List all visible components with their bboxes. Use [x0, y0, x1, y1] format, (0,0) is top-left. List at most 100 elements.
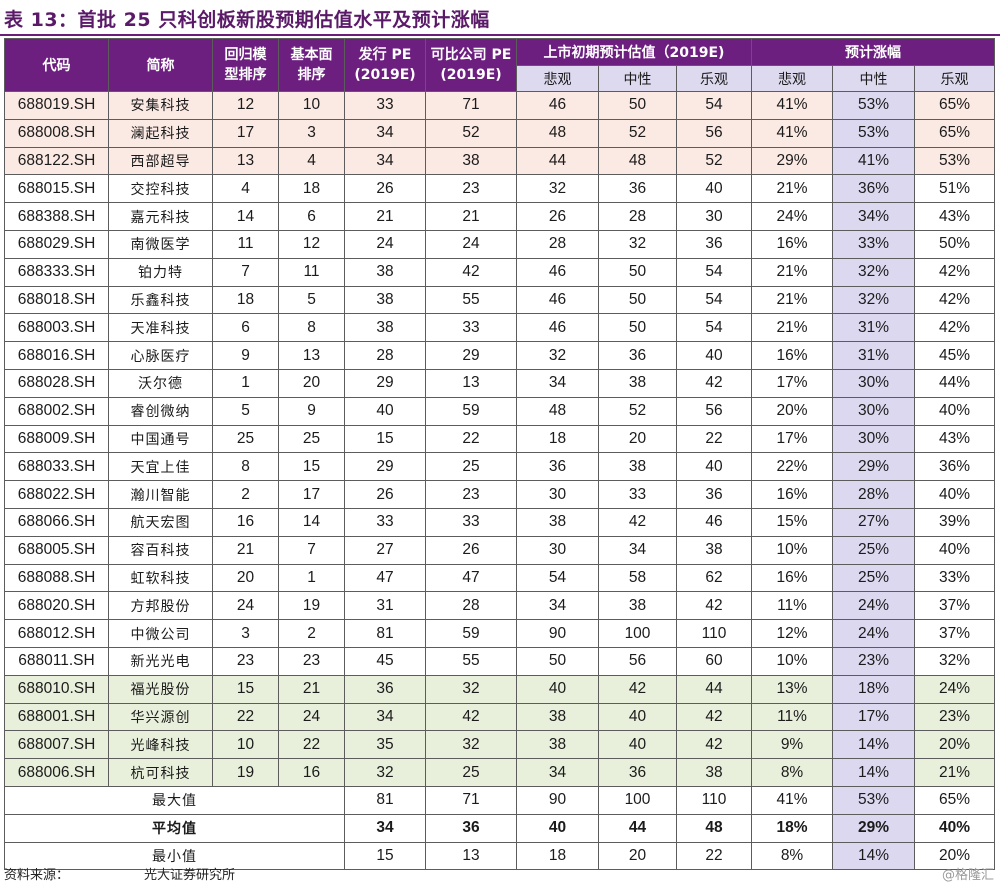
- cell-name: 福光股份: [108, 674, 213, 704]
- cell-comp-pe: 22: [425, 424, 517, 454]
- cell-comp-pe: 32: [425, 674, 517, 704]
- cell-val-neutral: 40: [598, 730, 677, 760]
- watermark: @格隆汇: [941, 868, 994, 883]
- cell-name: 西部超导: [108, 146, 213, 176]
- cell-name: 容百科技: [108, 535, 213, 565]
- cell-rank-model: 3: [212, 619, 279, 648]
- cell-rise-pessimistic: 18%: [751, 813, 834, 843]
- cell-rise-pessimistic: 16%: [751, 341, 834, 370]
- cell-code: 688029.SH: [4, 229, 109, 259]
- cell-ipo-pe: 26: [344, 480, 426, 509]
- cell-name: 澜起科技: [108, 118, 213, 148]
- cell-rank-fund: 4: [278, 146, 345, 176]
- cell-name: 铂力特: [108, 257, 213, 287]
- cell-val-neutral: 28: [598, 202, 677, 231]
- cell-code: 688028.SH: [4, 368, 109, 398]
- cell-rank-model: 21: [212, 535, 279, 565]
- cell-rise-pessimistic: 17%: [751, 368, 834, 398]
- cell-val-optimistic: 42: [675, 368, 753, 398]
- cell-ipo-pe: 31: [344, 591, 426, 621]
- table-row: 688015.SH 交控科技 4 18 26 23 32 36 40 21% 36% 51%: [4, 174, 996, 204]
- cell-rank-model: 24: [212, 591, 279, 621]
- cell-ipo-pe: 27: [344, 535, 426, 565]
- cell-rise-pessimistic: 10%: [751, 646, 834, 676]
- cell-rise-neutral: 28%: [832, 480, 916, 509]
- cell-code: 688005.SH: [4, 535, 109, 565]
- cell-rank-fund: 18: [278, 174, 345, 204]
- cell-rise-neutral: 25%: [832, 535, 916, 565]
- cell-val-optimistic: 42: [675, 702, 753, 732]
- header-rank-fund-line2: 排序: [297, 67, 326, 83]
- cell-code: 688003.SH: [4, 313, 109, 343]
- cell-val-neutral: 50: [598, 285, 677, 315]
- cell-rise-pessimistic: 29%: [751, 146, 834, 176]
- cell-val-pessimistic: 90: [516, 619, 599, 648]
- summary-label: 最大值: [4, 785, 345, 815]
- cell-rise-neutral: 24%: [832, 591, 916, 621]
- cell-rank-model: 14: [212, 202, 279, 231]
- cell-comp-pe: 32: [425, 730, 517, 760]
- cell-comp-pe: 42: [425, 257, 517, 287]
- table-row: 688020.SH 方邦股份 24 19 31 28 34 38 42 11% 24% 37%: [4, 591, 996, 621]
- cell-code: 688002.SH: [4, 396, 109, 426]
- cell-code: 688388.SH: [4, 202, 109, 231]
- table-row: 688333.SH 铂力特 7 11 38 42 46 50 54 21% 32% 42%: [4, 257, 996, 287]
- cell-name: 中国通号: [108, 424, 213, 454]
- cell-rise-pessimistic: 21%: [751, 313, 834, 343]
- cell-val-optimistic: 46: [675, 507, 753, 537]
- cell-ipo-pe: 47: [344, 563, 426, 593]
- cell-val-neutral: 36: [598, 758, 677, 787]
- cell-val-optimistic: 36: [675, 480, 753, 509]
- cell-val-pessimistic: 40: [516, 813, 599, 843]
- cell-ipo-pe: 21: [344, 202, 426, 231]
- cell-rank-model: 22: [212, 702, 279, 732]
- cell-rank-model: 17: [212, 118, 279, 148]
- cell-code: 688066.SH: [4, 507, 109, 537]
- cell-rise-pessimistic: 15%: [751, 507, 834, 537]
- cell-rise-neutral: 17%: [832, 702, 916, 732]
- cell-rise-optimistic: 43%: [914, 424, 996, 454]
- header-comp-pe-line2: (2019E): [440, 67, 502, 83]
- cell-rise-pessimistic: 11%: [751, 591, 834, 621]
- cell-ipo-pe: 34: [344, 702, 426, 732]
- cell-comp-pe: 25: [425, 758, 517, 787]
- cell-val-optimistic: 40: [675, 452, 753, 482]
- table-row: 688012.SH 中微公司 3 2 81 59 90 100 110 12% 24% 37%: [4, 619, 996, 648]
- cell-rise-pessimistic: 8%: [751, 758, 834, 787]
- cell-rise-optimistic: 40%: [914, 396, 996, 426]
- cell-name: 光峰科技: [108, 730, 213, 760]
- cell-rise-pessimistic: 17%: [751, 424, 834, 454]
- cell-val-neutral: 20: [598, 841, 677, 871]
- table-row: 688019.SH 安集科技 12 10 33 71 46 50 54 41% 53% 65%: [4, 91, 996, 120]
- cell-rise-optimistic: 20%: [914, 730, 996, 760]
- cell-rise-neutral: 33%: [832, 229, 916, 259]
- cell-rise-neutral: 30%: [832, 424, 916, 454]
- cell-rise-optimistic: 40%: [914, 535, 996, 565]
- header-val-optimistic: 乐观: [675, 65, 753, 92]
- cell-code: 688001.SH: [4, 702, 109, 732]
- table-row: 688022.SH 瀚川智能 2 17 26 23 30 33 36 16% 28% 40%: [4, 480, 996, 509]
- cell-rank-fund: 19: [278, 591, 345, 621]
- cell-val-pessimistic: 40: [516, 674, 599, 704]
- cell-rank-fund: 15: [278, 452, 345, 482]
- cell-val-neutral: 42: [598, 674, 677, 704]
- cell-code: 688007.SH: [4, 730, 109, 760]
- cell-rise-optimistic: 42%: [914, 313, 996, 343]
- cell-rise-neutral: 31%: [832, 341, 916, 370]
- source-name: 光大证券研究所: [144, 868, 236, 883]
- cell-rise-pessimistic: 16%: [751, 480, 834, 509]
- cell-val-optimistic: 56: [675, 396, 753, 426]
- cell-rank-fund: 11: [278, 257, 345, 287]
- cell-val-optimistic: 38: [675, 535, 753, 565]
- cell-rise-neutral: 18%: [832, 674, 916, 704]
- cell-code: 688022.SH: [4, 480, 109, 509]
- cell-val-optimistic: 42: [675, 730, 753, 760]
- cell-comp-pe: 52: [425, 118, 517, 148]
- cell-ipo-pe: 34: [344, 813, 426, 843]
- summary-label: 最小值: [4, 841, 345, 871]
- cell-rise-optimistic: 40%: [914, 480, 996, 509]
- cell-name: 瀚川智能: [108, 480, 213, 509]
- cell-rise-pessimistic: 41%: [751, 785, 834, 815]
- cell-val-neutral: 38: [598, 368, 677, 398]
- cell-rise-neutral: 53%: [832, 118, 916, 148]
